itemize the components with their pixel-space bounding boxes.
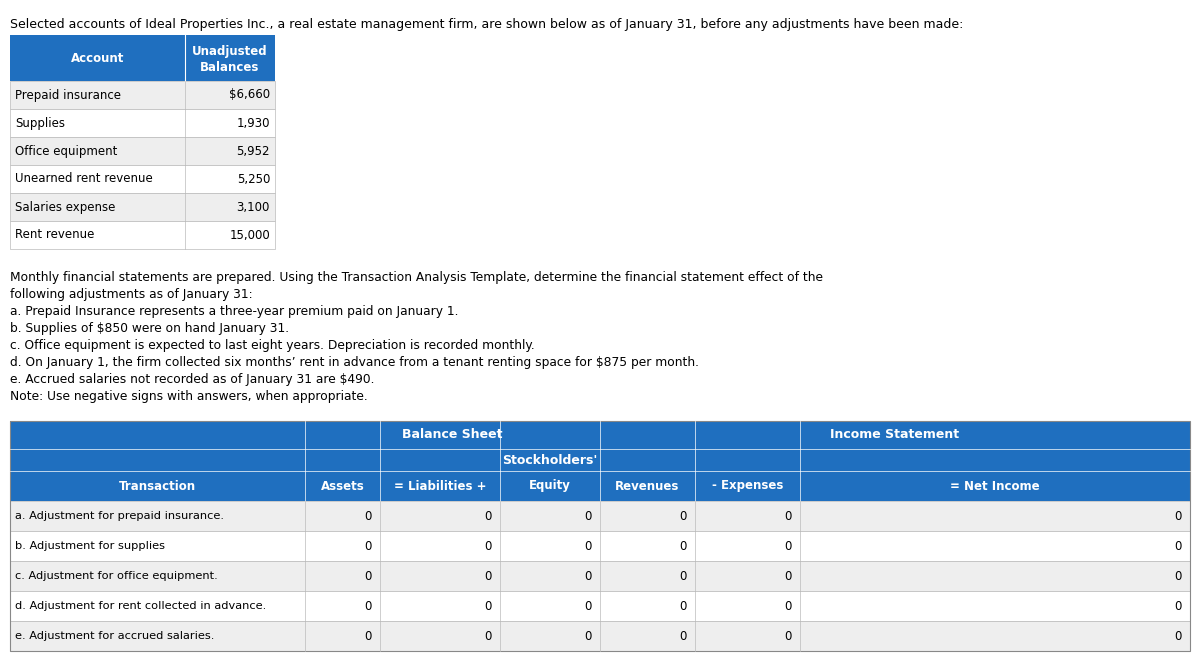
Text: 0: 0 bbox=[1175, 539, 1182, 553]
Text: 0: 0 bbox=[584, 509, 592, 523]
Text: 0: 0 bbox=[785, 509, 792, 523]
Text: 0: 0 bbox=[679, 630, 686, 643]
Text: 0: 0 bbox=[365, 630, 372, 643]
Text: 5,952: 5,952 bbox=[236, 145, 270, 157]
Text: Unadjusted: Unadjusted bbox=[192, 45, 268, 58]
Text: 0: 0 bbox=[365, 509, 372, 523]
Text: 0: 0 bbox=[1175, 630, 1182, 643]
Text: Account: Account bbox=[71, 52, 124, 64]
Text: b. Adjustment for supplies: b. Adjustment for supplies bbox=[14, 541, 166, 551]
Text: = Liabilities +: = Liabilities + bbox=[394, 480, 486, 492]
Bar bbox=[10, 221, 275, 249]
Text: 0: 0 bbox=[679, 600, 686, 612]
Bar bbox=[10, 193, 275, 221]
Text: d. On January 1, the firm collected six months’ rent in advance from a tenant re: d. On January 1, the firm collected six … bbox=[10, 356, 698, 369]
Text: 0: 0 bbox=[679, 539, 686, 553]
Text: 0: 0 bbox=[679, 570, 686, 582]
Text: Unearned rent revenue: Unearned rent revenue bbox=[14, 172, 152, 186]
Text: Office equipment: Office equipment bbox=[14, 145, 118, 157]
Text: Note: Use negative signs with answers, when appropriate.: Note: Use negative signs with answers, w… bbox=[10, 390, 367, 403]
Text: Salaries expense: Salaries expense bbox=[14, 200, 115, 214]
Text: 0: 0 bbox=[1175, 509, 1182, 523]
Bar bbox=[10, 421, 1190, 501]
Text: a. Adjustment for prepaid insurance.: a. Adjustment for prepaid insurance. bbox=[14, 511, 224, 521]
Text: 0: 0 bbox=[1175, 600, 1182, 612]
Text: 0: 0 bbox=[785, 539, 792, 553]
Text: Supplies: Supplies bbox=[14, 117, 65, 129]
Text: Income Statement: Income Statement bbox=[830, 429, 960, 442]
Text: 0: 0 bbox=[485, 570, 492, 582]
Bar bbox=[10, 421, 1190, 651]
Text: Rent revenue: Rent revenue bbox=[14, 228, 95, 241]
Text: 0: 0 bbox=[485, 600, 492, 612]
Text: b. Supplies of $850 were on hand January 31.: b. Supplies of $850 were on hand January… bbox=[10, 322, 289, 335]
Text: 0: 0 bbox=[584, 570, 592, 582]
Text: Selected accounts of Ideal Properties Inc., a real estate management firm, are s: Selected accounts of Ideal Properties In… bbox=[10, 18, 964, 31]
Text: 0: 0 bbox=[785, 570, 792, 582]
Text: 0: 0 bbox=[485, 509, 492, 523]
Bar bbox=[10, 501, 1190, 531]
Bar bbox=[10, 165, 275, 193]
Text: $6,660: $6,660 bbox=[229, 88, 270, 101]
Text: 0: 0 bbox=[485, 539, 492, 553]
Text: 15,000: 15,000 bbox=[229, 228, 270, 241]
Text: 0: 0 bbox=[785, 630, 792, 643]
Text: 0: 0 bbox=[485, 630, 492, 643]
Text: 0: 0 bbox=[365, 570, 372, 582]
Text: a. Prepaid Insurance represents a three-year premium paid on January 1.: a. Prepaid Insurance represents a three-… bbox=[10, 305, 458, 318]
Bar bbox=[10, 81, 275, 109]
Text: 3,100: 3,100 bbox=[236, 200, 270, 214]
Text: e. Accrued salaries not recorded as of January 31 are $490.: e. Accrued salaries not recorded as of J… bbox=[10, 373, 374, 386]
Text: 0: 0 bbox=[584, 630, 592, 643]
Bar bbox=[10, 621, 1190, 651]
Text: Equity: Equity bbox=[529, 480, 571, 492]
Text: e. Adjustment for accrued salaries.: e. Adjustment for accrued salaries. bbox=[14, 631, 215, 641]
Text: c. Office equipment is expected to last eight years. Depreciation is recorded mo: c. Office equipment is expected to last … bbox=[10, 339, 535, 352]
Text: 5,250: 5,250 bbox=[236, 172, 270, 186]
Text: 0: 0 bbox=[365, 539, 372, 553]
Text: 0: 0 bbox=[365, 600, 372, 612]
Text: 0: 0 bbox=[785, 600, 792, 612]
Text: c. Adjustment for office equipment.: c. Adjustment for office equipment. bbox=[14, 571, 217, 581]
Text: Stockholders': Stockholders' bbox=[503, 454, 598, 466]
Text: - Expenses: - Expenses bbox=[712, 480, 784, 492]
Bar bbox=[10, 591, 1190, 621]
Text: Balance Sheet: Balance Sheet bbox=[402, 429, 503, 442]
Bar bbox=[10, 531, 1190, 561]
Text: 0: 0 bbox=[1175, 570, 1182, 582]
Text: 0: 0 bbox=[584, 539, 592, 553]
Bar bbox=[10, 561, 1190, 591]
Bar bbox=[10, 35, 275, 81]
Text: Assets: Assets bbox=[320, 480, 365, 492]
Text: following adjustments as of January 31:: following adjustments as of January 31: bbox=[10, 288, 253, 301]
Bar bbox=[10, 137, 275, 165]
Bar bbox=[10, 109, 275, 137]
Text: Monthly financial statements are prepared. Using the Transaction Analysis Templa: Monthly financial statements are prepare… bbox=[10, 271, 823, 284]
Text: Prepaid insurance: Prepaid insurance bbox=[14, 88, 121, 101]
Text: 0: 0 bbox=[679, 509, 686, 523]
Text: Transaction: Transaction bbox=[119, 480, 196, 492]
Text: = Net Income: = Net Income bbox=[950, 480, 1040, 492]
Text: d. Adjustment for rent collected in advance.: d. Adjustment for rent collected in adva… bbox=[14, 601, 266, 611]
Text: 1,930: 1,930 bbox=[236, 117, 270, 129]
Text: Balances: Balances bbox=[200, 61, 259, 74]
Text: 0: 0 bbox=[584, 600, 592, 612]
Text: Revenues: Revenues bbox=[616, 480, 679, 492]
